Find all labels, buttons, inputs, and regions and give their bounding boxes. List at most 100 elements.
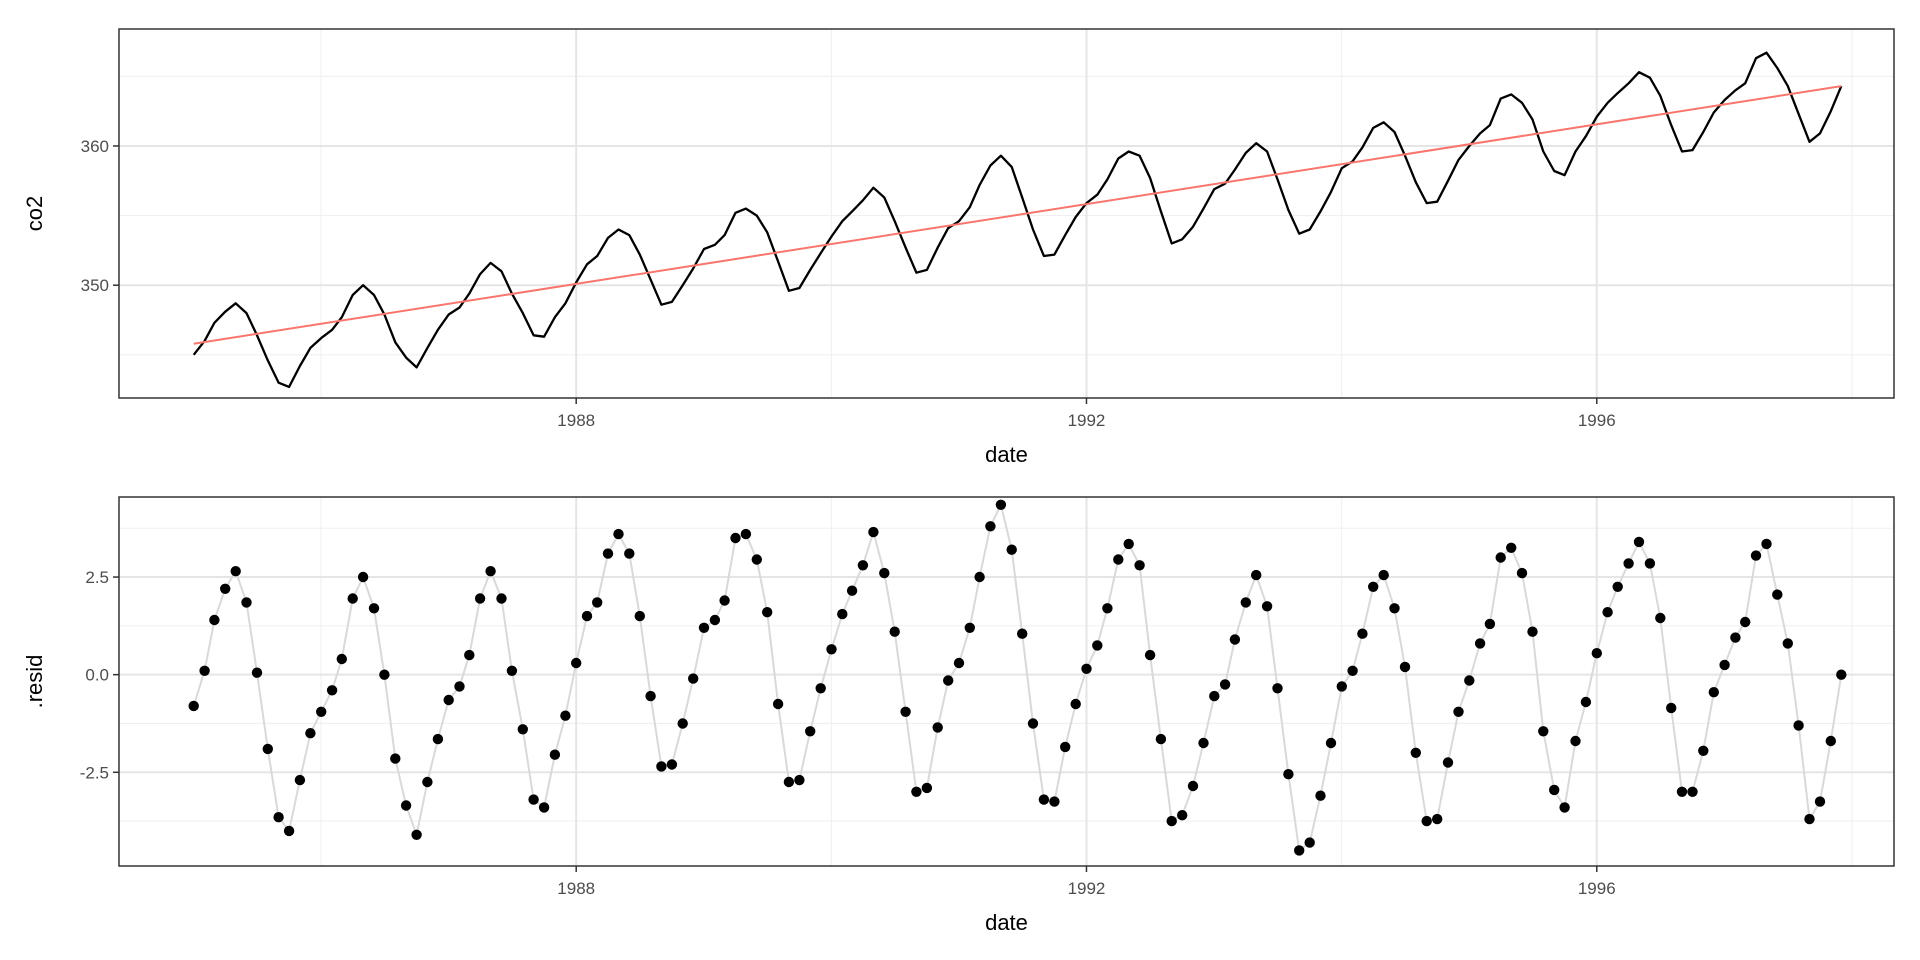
co2-panel: 1988 1992 1996 350 360 date co2	[22, 28, 1895, 467]
resid-point	[1102, 603, 1113, 614]
resid-point	[857, 560, 869, 571]
resid-point	[209, 614, 220, 626]
resid-point	[1251, 569, 1262, 581]
resid-point	[1155, 733, 1167, 745]
resid-point	[613, 528, 624, 540]
resid-point	[921, 782, 933, 794]
resid-point	[1070, 698, 1081, 710]
resid-point	[1814, 796, 1826, 807]
resid-point	[953, 657, 965, 669]
resid-point	[474, 593, 486, 604]
resid-point	[1006, 544, 1017, 555]
resid-point	[432, 733, 444, 745]
resid-point	[1017, 628, 1028, 639]
resid-point	[677, 718, 688, 729]
resid-point	[1113, 554, 1124, 565]
resid-point	[1315, 790, 1326, 801]
resid-point	[592, 597, 603, 608]
resid-point	[347, 593, 358, 604]
resid-point	[1261, 601, 1273, 612]
resid-point	[783, 776, 795, 788]
resid-point	[305, 728, 316, 739]
co2-series-line	[192, 51, 1843, 389]
resid-point	[1187, 780, 1199, 792]
resid-point	[379, 669, 390, 680]
resid-point	[740, 528, 752, 540]
resid-point	[1740, 616, 1751, 628]
resid-point	[911, 786, 922, 797]
resid-point	[1399, 661, 1411, 673]
resid-point	[1038, 794, 1050, 805]
resid-point	[496, 593, 507, 604]
resid-point	[357, 571, 369, 583]
resid-point	[1432, 813, 1443, 825]
resid-point	[1655, 612, 1666, 624]
resid-point	[1198, 737, 1209, 749]
resid-point	[943, 675, 954, 686]
resid-point	[1123, 538, 1134, 550]
x-tick-label: 1996	[1578, 411, 1616, 430]
resid-point	[1761, 538, 1772, 550]
resid-point	[560, 710, 571, 721]
resid-point	[454, 681, 465, 692]
resid-point	[1698, 745, 1709, 756]
resid-point	[1580, 696, 1592, 708]
resid-point	[199, 665, 210, 676]
resid-point	[762, 607, 773, 618]
resid-point	[1325, 737, 1337, 749]
resid-point	[581, 610, 593, 622]
resid-point	[528, 794, 539, 805]
resid-point	[1219, 679, 1231, 690]
resid-point	[666, 759, 678, 770]
panel-border	[118, 28, 1895, 399]
y-tick-label: 360	[81, 137, 109, 156]
y-tick-label: -2.5	[80, 763, 109, 782]
resid-point	[1474, 638, 1486, 649]
resid-point	[634, 610, 645, 622]
resid-point	[1421, 815, 1432, 827]
resid-point	[1049, 796, 1060, 807]
resid-point	[549, 749, 561, 760]
resid-point	[1612, 581, 1623, 592]
trend-line	[193, 85, 1842, 345]
resid-point	[506, 665, 518, 676]
resid-point	[1750, 550, 1762, 561]
resid-point	[645, 690, 656, 702]
resid-point	[1836, 669, 1847, 680]
resid-point	[698, 622, 710, 633]
resid-point	[964, 622, 975, 633]
resid-point	[900, 706, 911, 717]
resid-point	[1666, 702, 1677, 714]
resid-point	[1559, 802, 1570, 813]
resid-connector-line	[192, 501, 1843, 853]
resid-point	[932, 722, 943, 733]
resid-point	[1453, 706, 1464, 717]
resid-point	[868, 526, 879, 538]
resid-point	[815, 683, 826, 694]
resid-point	[1633, 536, 1645, 548]
resid-point	[1687, 786, 1698, 797]
y-axis-title: co2	[22, 196, 47, 231]
resid-point	[879, 567, 890, 579]
resid-point	[1166, 815, 1177, 827]
resid-point	[1676, 786, 1688, 797]
resid-point	[1389, 603, 1400, 614]
resid-point	[1177, 810, 1188, 821]
resid-point	[1719, 659, 1730, 671]
resid-point	[1804, 813, 1815, 825]
resid-point	[571, 657, 582, 669]
resid-point	[283, 825, 295, 837]
resid-point	[1602, 607, 1613, 618]
y-axis-title: .resid	[22, 655, 47, 709]
resid-point	[1527, 626, 1538, 637]
resid-point	[1229, 634, 1241, 645]
resid-point	[1538, 726, 1549, 737]
resid-point	[1506, 542, 1517, 553]
resid-point	[1092, 640, 1103, 651]
resid-point	[1378, 569, 1389, 581]
x-axis-title: date	[985, 910, 1028, 935]
resid-point	[985, 521, 996, 532]
resid-point	[220, 583, 231, 594]
resid-point	[251, 667, 263, 678]
resid-point	[262, 743, 273, 755]
